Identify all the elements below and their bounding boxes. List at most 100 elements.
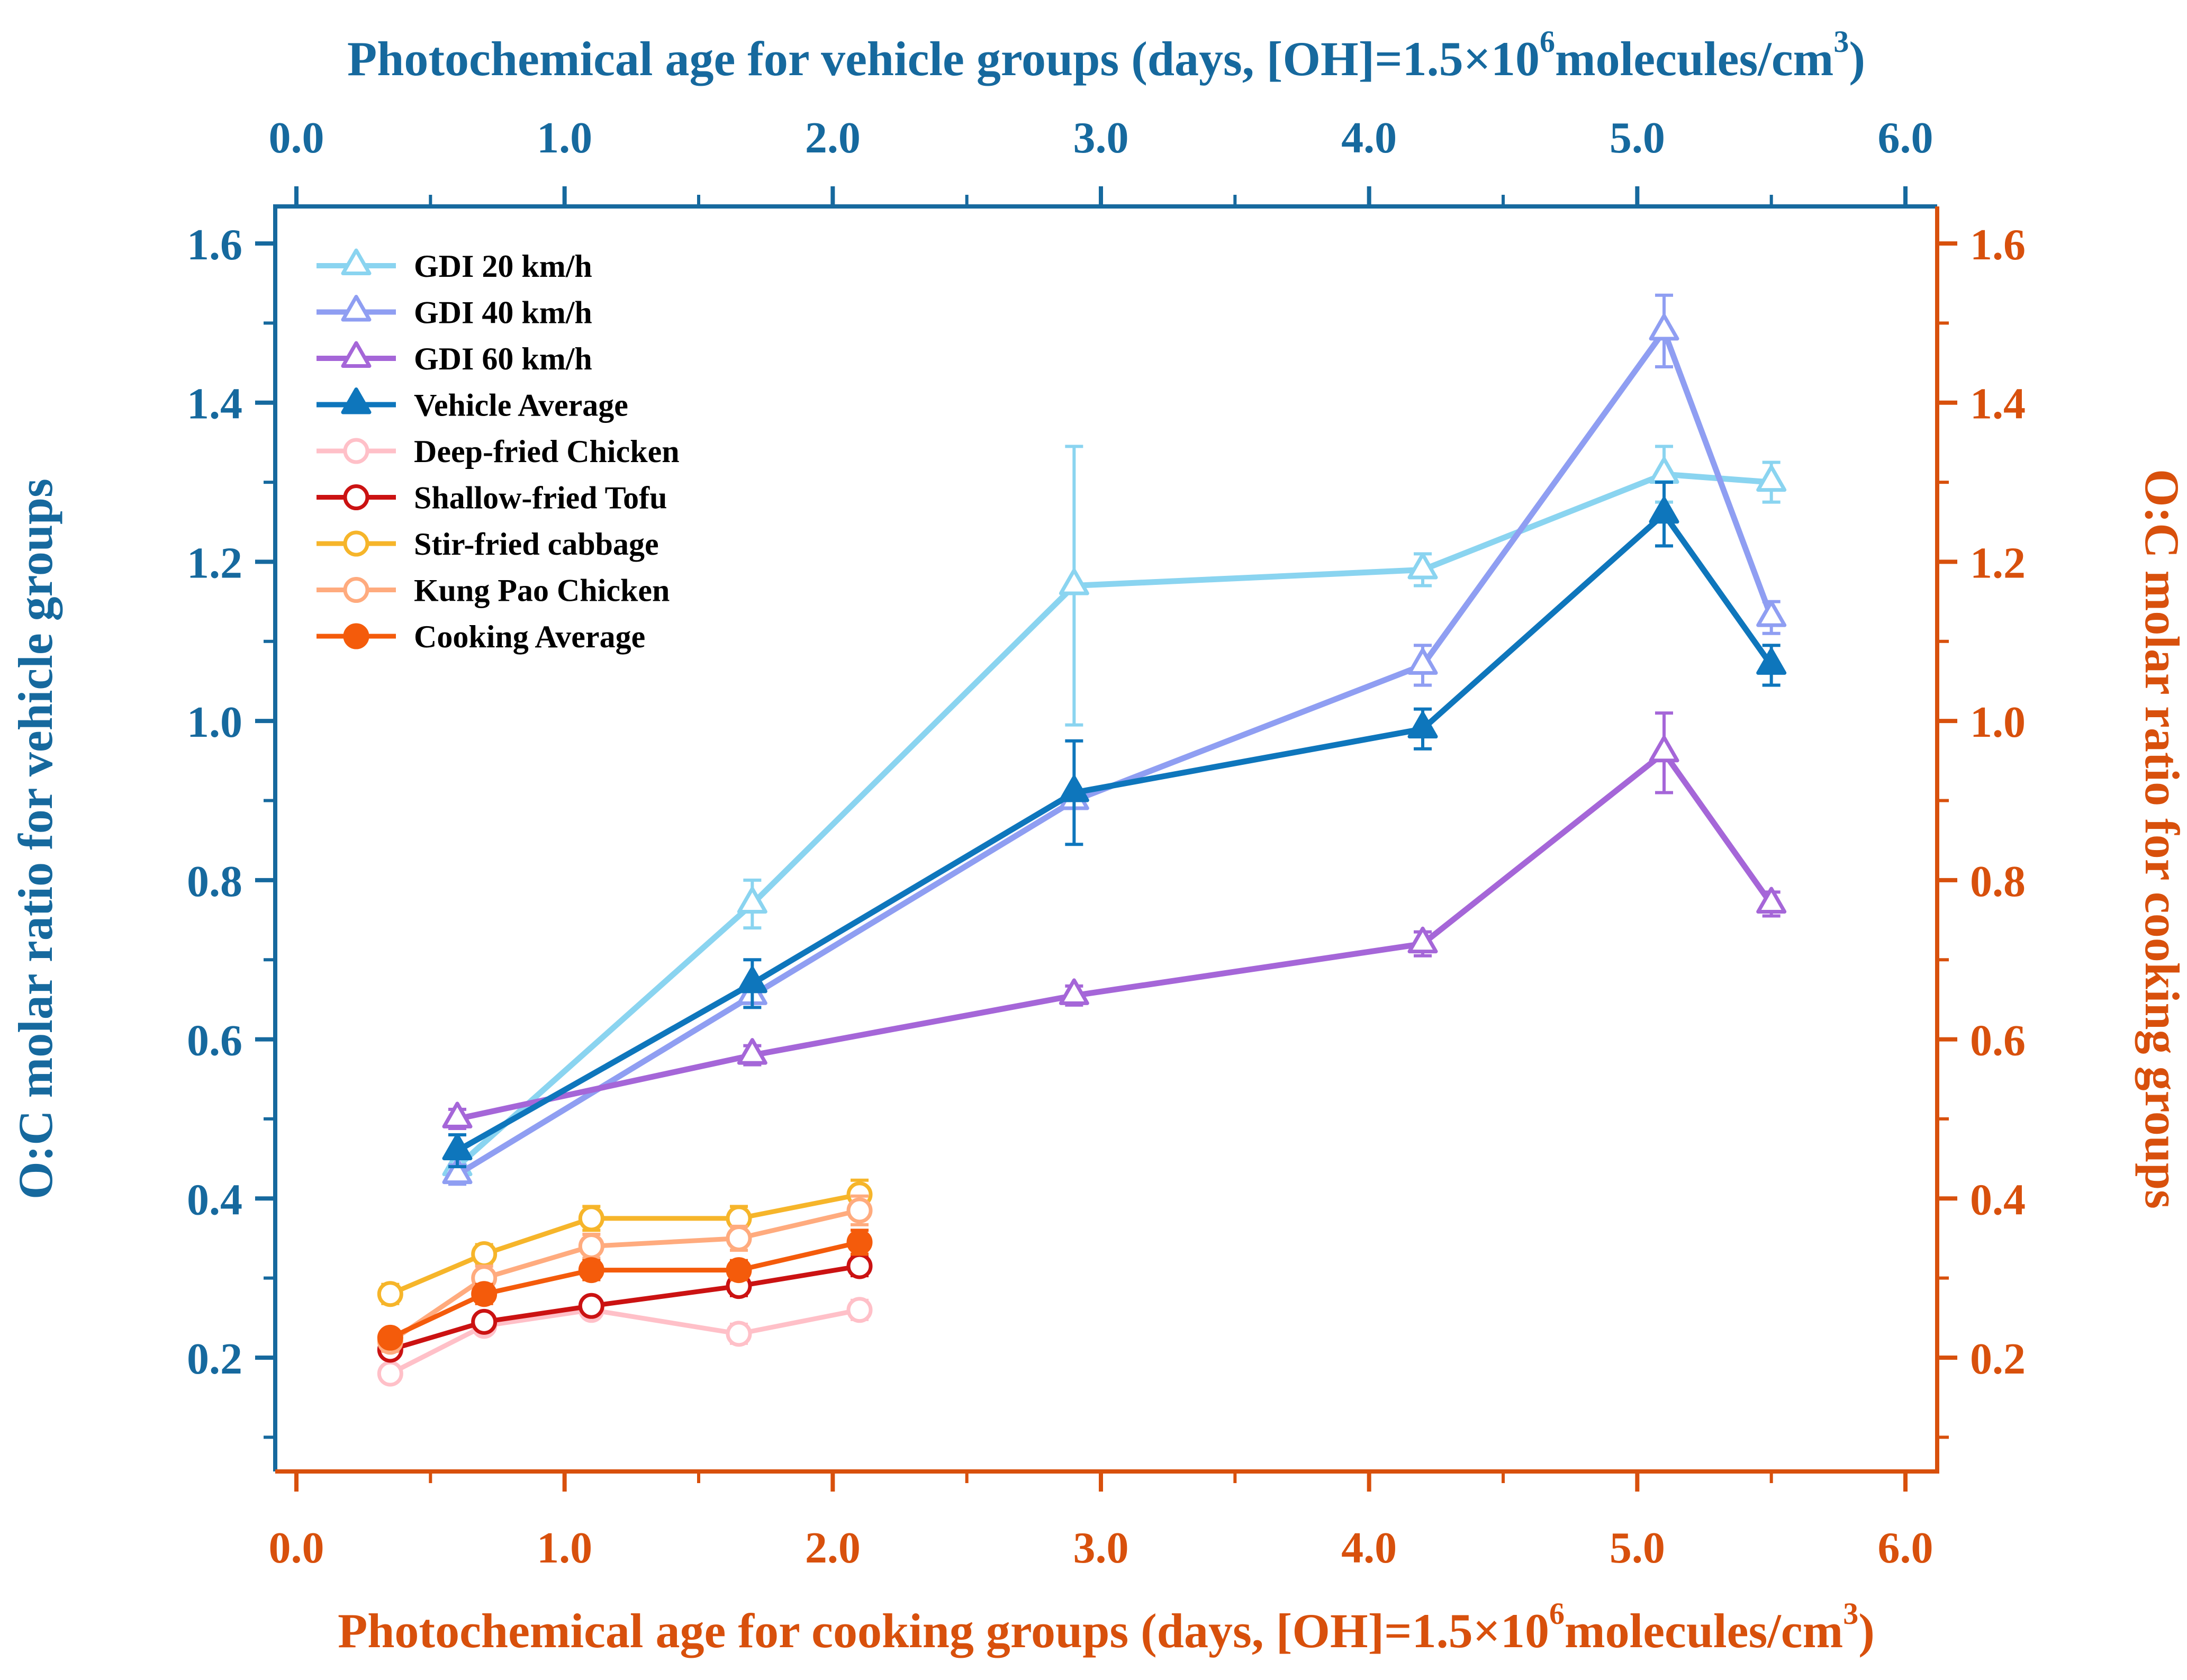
triangle-filled-marker: [1649, 496, 1679, 524]
top-tick-label: 2.0: [805, 113, 861, 162]
legend-item-cooking-average: Cooking Average: [317, 619, 645, 654]
bottom-tick-label: 2.0: [805, 1523, 861, 1573]
triangle-filled-marker: [341, 387, 372, 414]
triangle-open-marker: [1649, 313, 1679, 341]
legend-label: Shallow-fried Tofu: [414, 481, 667, 516]
legend: GDI 20 km/h GDI 40 km/h GDI 60 km/h Vehicle…: [317, 248, 680, 654]
top-tick-label: 4.0: [1341, 113, 1397, 162]
series-gdi-60-km-h: [442, 711, 1787, 1130]
circle-open-marker: [377, 1281, 403, 1307]
bottom-tick-label: 3.0: [1073, 1523, 1129, 1573]
circle-open-marker: [471, 1241, 498, 1268]
right-axis-title: O:C molar ratio for cooking groups: [2135, 469, 2187, 1209]
legend-item-vehicle-average: Vehicle Average: [317, 387, 628, 423]
circle-open-marker: [377, 1360, 403, 1387]
triangle-open-marker: [1756, 600, 1787, 627]
right-tick-label: 0.2: [1970, 1334, 2026, 1384]
left-tick-label: 1.6: [187, 220, 242, 269]
triangle-open-marker: [1756, 465, 1787, 492]
triangle-filled-marker: [1756, 648, 1787, 675]
right-tick-label: 1.2: [1970, 538, 2026, 588]
legend-label: GDI 20 km/h: [414, 249, 592, 284]
series-vehicle-average: [442, 481, 1787, 1169]
triangle-open-marker: [1407, 926, 1438, 954]
triangle-open-marker: [1649, 735, 1679, 763]
series-cooking-average: [377, 1229, 873, 1351]
top-tick-label: 0.0: [269, 113, 324, 162]
left-tick-label: 1.4: [187, 380, 242, 429]
right-tick-label: 1.6: [1970, 220, 2026, 269]
legend-item-stir-fried-cabbage: Stir-fried cabbage: [317, 527, 659, 562]
right-tick-label: 1.4: [1970, 380, 2026, 429]
left-tick-label: 1.0: [187, 698, 242, 747]
legend-item-gdi-60-km-h: GDI 60 km/h: [317, 341, 592, 376]
legend-item-gdi-20-km-h: GDI 20 km/h: [317, 248, 592, 284]
circle-open-marker: [343, 530, 369, 557]
bottom-tick-label: 4.0: [1341, 1523, 1397, 1573]
triangle-filled-marker: [1059, 775, 1089, 802]
legend-item-kung-pao-chicken: Kung Pao Chicken: [317, 573, 670, 608]
circle-open-marker: [846, 1297, 873, 1323]
left-axis-title: O:C molar ratio for vehicle groups: [8, 478, 62, 1199]
triangle-open-marker: [442, 1157, 473, 1185]
circle-open-marker: [578, 1205, 604, 1232]
circle-open-marker: [726, 1321, 752, 1347]
triangle-open-marker: [1649, 457, 1679, 484]
triangle-open-marker: [341, 341, 372, 368]
triangle-open-marker: [341, 248, 372, 275]
legend-item-shallow-fried-tofu: Shallow-fried Tofu: [317, 481, 667, 516]
top-axis-title: Photochemical age for vehicle groups (da…: [347, 24, 1865, 86]
left-tick-label: 0.4: [187, 1175, 242, 1224]
bottom-tick-label: 0.0: [269, 1523, 324, 1573]
circle-open-marker: [343, 484, 369, 510]
circle-open-marker: [578, 1233, 604, 1260]
triangle-open-marker: [1059, 568, 1089, 595]
legend-label: Vehicle Average: [414, 388, 628, 423]
triangle-open-marker: [1756, 887, 1787, 914]
series-stir-fried-cabbage: [377, 1178, 873, 1307]
circle-filled-marker: [377, 1324, 403, 1351]
circle-filled-marker: [726, 1257, 752, 1284]
triangle-filled-marker: [737, 966, 767, 993]
legend-label: Stir-fried cabbage: [414, 527, 659, 562]
triangle-filled-marker: [442, 1133, 473, 1161]
bottom-axis-title: Photochemical age for cooking groups (da…: [338, 1596, 1875, 1658]
series-shallow-fried-tofu: [377, 1253, 873, 1363]
series-deep-fried-chicken: [377, 1297, 873, 1387]
circle-filled-marker: [471, 1281, 498, 1307]
left-tick-label: 0.8: [187, 857, 242, 906]
triangle-filled-marker: [1407, 711, 1438, 739]
axis-ticks: 0.0 1.0 2.0 3.0 4.0 5.0 6.0 0.0 1.0 2.0 3.0 4.0 5.0 6…: [187, 113, 2026, 1573]
series-layer: [377, 293, 1787, 1387]
top-tick-label: 1.0: [537, 113, 592, 162]
top-tick-label: 3.0: [1073, 113, 1129, 162]
series-gdi-20-km-h: [442, 445, 1787, 1180]
legend-label: GDI 60 km/h: [414, 341, 592, 376]
legend-item-gdi-40-km-h: GDI 40 km/h: [317, 295, 592, 330]
triangle-open-marker: [1407, 648, 1438, 675]
circle-filled-marker: [578, 1257, 604, 1284]
right-tick-label: 0.4: [1970, 1175, 2026, 1224]
circle-open-marker: [846, 1197, 873, 1224]
legend-label: Kung Pao Chicken: [414, 573, 670, 608]
left-tick-label: 1.2: [187, 538, 242, 588]
circle-open-marker: [343, 577, 369, 603]
series-gdi-40-km-h: [442, 293, 1787, 1186]
right-tick-label: 1.0: [1970, 698, 2026, 747]
circle-open-marker: [343, 438, 369, 464]
triangle-open-marker: [737, 1038, 767, 1065]
bottom-tick-label: 5.0: [1610, 1523, 1665, 1573]
circle-open-marker: [471, 1308, 498, 1335]
legend-item-deep-fried-chicken: Deep-fried Chicken: [317, 434, 680, 469]
top-tick-label: 5.0: [1610, 113, 1665, 162]
right-tick-label: 0.6: [1970, 1016, 2026, 1065]
triangle-open-marker: [737, 887, 767, 914]
legend-label: Cooking Average: [414, 619, 645, 654]
circle-open-marker: [846, 1253, 873, 1279]
circle-filled-marker: [343, 623, 369, 649]
left-tick-label: 0.6: [187, 1016, 242, 1065]
triangle-open-marker: [1407, 552, 1438, 580]
left-tick-label: 0.2: [187, 1334, 242, 1384]
triangle-open-marker: [341, 295, 372, 322]
